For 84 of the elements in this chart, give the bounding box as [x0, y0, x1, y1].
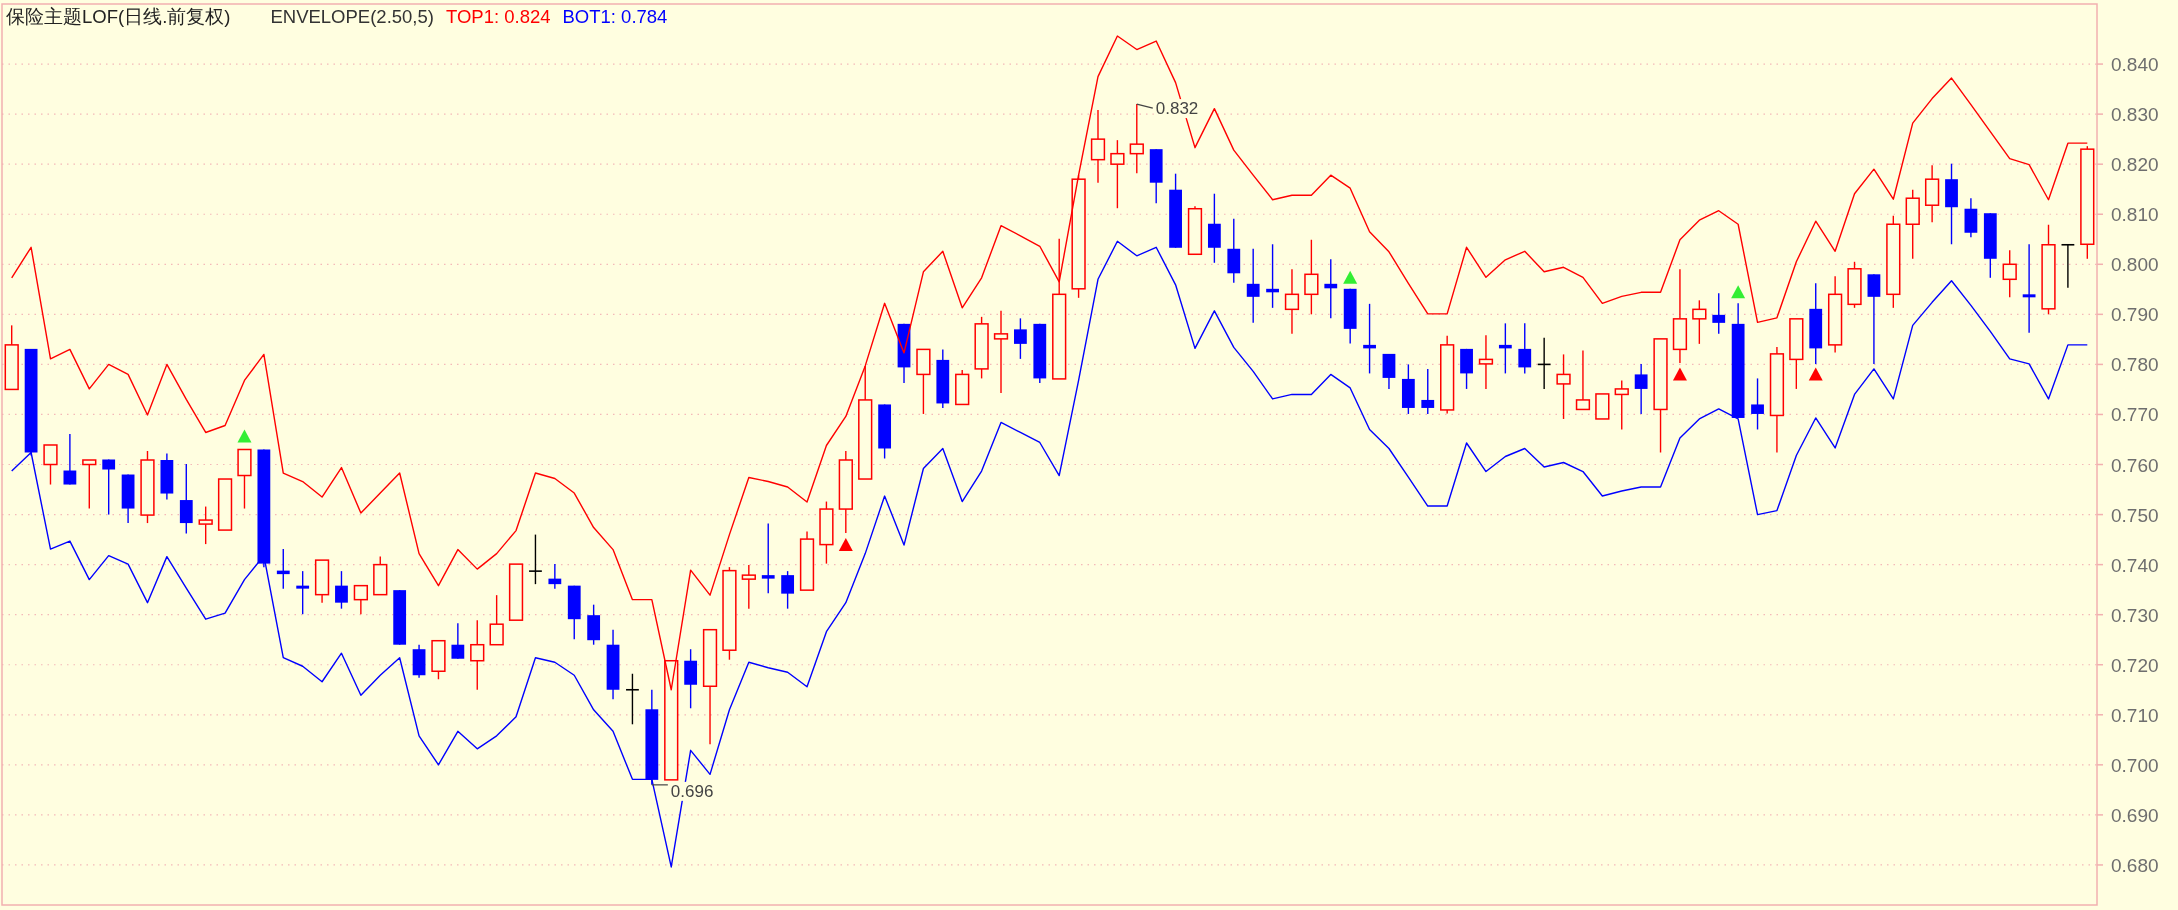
y-tick-label: 0.720 [2111, 654, 2159, 676]
candlestick [761, 522, 775, 594]
point [1343, 270, 1358, 284]
candlestick [625, 673, 640, 725]
candlestick [470, 619, 485, 691]
candlestick [1090, 109, 1106, 184]
candlestick [451, 622, 465, 660]
candlestick [1595, 393, 1610, 420]
y-tick-label: 0.770 [2111, 404, 2159, 426]
candlestick [43, 444, 58, 486]
candlestick [1129, 103, 1144, 174]
candlestick [1867, 273, 1881, 365]
candlestick [916, 348, 931, 415]
candlestick [528, 533, 543, 585]
y-tick-label: 0.680 [2111, 854, 2159, 876]
y-tick-label: 0.790 [2111, 304, 2159, 326]
y-tick-label: 0.840 [2111, 54, 2159, 76]
candlestick [63, 433, 77, 486]
candlestick [1672, 268, 1688, 364]
candlestick [489, 594, 504, 646]
candlestick [1712, 292, 1726, 335]
point [237, 429, 252, 443]
y-tick-label: 0.690 [2111, 804, 2159, 826]
candlestick [82, 459, 97, 510]
y-tick-label: 0.700 [2111, 754, 2159, 776]
candlestick [2022, 243, 2036, 334]
point [1672, 367, 1687, 381]
candlestick [1187, 205, 1203, 256]
annotation: 0.696 [670, 781, 714, 801]
candlestick [1924, 164, 1940, 223]
candlestick [1634, 363, 1648, 415]
candlestick [217, 478, 233, 531]
candlestick [508, 563, 524, 621]
candlestick [1789, 318, 1804, 390]
y-tick-label: 0.800 [2111, 254, 2159, 276]
candlestick [353, 584, 369, 615]
y-tick-label: 0.710 [2111, 704, 2159, 726]
candlestick [858, 365, 873, 480]
candlestick [548, 563, 562, 590]
candlestick [102, 458, 116, 516]
candlestick [335, 570, 348, 610]
candlestick [1052, 238, 1067, 380]
y-tick-label: 0.760 [2111, 454, 2159, 476]
candlestick [1304, 239, 1319, 316]
chart-title: 保险主题LOF(日线.前复权) [6, 6, 231, 27]
candlestick [1769, 346, 1785, 454]
y-tick-label: 0.810 [2111, 204, 2159, 226]
candlestick [4, 324, 19, 391]
candlestick [1421, 368, 1435, 415]
candlestick [1575, 349, 1591, 411]
candlestick [702, 628, 718, 746]
candlestick [237, 448, 252, 510]
candlestick [1827, 275, 1843, 354]
y-tick-label: 0.740 [2111, 554, 2159, 576]
candlestick [179, 463, 193, 535]
y-tick-label: 0.820 [2111, 154, 2159, 176]
y-tick-label: 0.830 [2111, 104, 2159, 126]
candlestick [1246, 248, 1260, 324]
y-tick-label: 0.750 [2111, 504, 2159, 526]
candlestick [1518, 322, 1532, 375]
candlestick [2060, 243, 2076, 289]
chart-subtitle: ENVELOPE(2.50,5) [270, 6, 434, 27]
candlestick [1324, 258, 1338, 320]
candlestick [1284, 268, 1300, 335]
y-tick-label: 0.780 [2111, 354, 2159, 376]
candlestick [993, 310, 1009, 394]
candlestick [838, 450, 853, 534]
candlestick [314, 559, 330, 604]
text: TOP1: 0.824 [445, 6, 551, 27]
candlestick [781, 570, 795, 610]
text: BOT1: 0.784 [562, 6, 668, 27]
y-tick-label: 0.730 [2111, 604, 2159, 626]
candlestick [1653, 338, 1668, 454]
candlestick [1751, 377, 1764, 431]
point [1808, 367, 1823, 381]
candlestick [799, 530, 815, 591]
candlestick [1478, 334, 1494, 390]
point [838, 538, 853, 552]
candlestick [1014, 317, 1027, 360]
candlestick [741, 564, 756, 610]
annotation: 0.832 [1155, 99, 1199, 119]
candlestick [296, 570, 310, 615]
candlestick [1556, 353, 1571, 420]
point [1731, 285, 1746, 299]
